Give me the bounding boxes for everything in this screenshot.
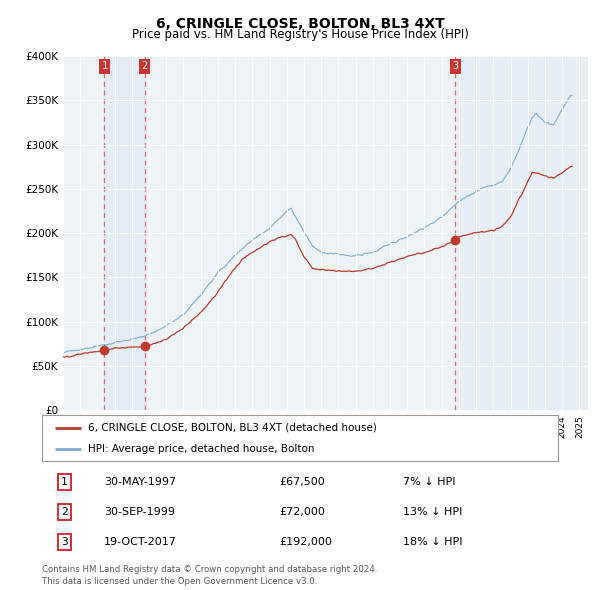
Text: 30-SEP-1999: 30-SEP-1999 (104, 507, 175, 517)
Bar (104, 56, 145, 410)
Text: HPI: Average price, detached house, Bolton: HPI: Average price, detached house, Bolt… (88, 444, 315, 454)
Text: 7% ↓ HPI: 7% ↓ HPI (403, 477, 456, 487)
Text: 30-MAY-1997: 30-MAY-1997 (104, 477, 176, 487)
Text: 13% ↓ HPI: 13% ↓ HPI (403, 507, 463, 517)
Text: 3: 3 (452, 61, 458, 71)
Text: £67,500: £67,500 (280, 477, 325, 487)
Bar (455, 56, 588, 410)
Text: 2: 2 (142, 61, 148, 71)
Text: 19-OCT-2017: 19-OCT-2017 (104, 537, 177, 547)
Text: Contains HM Land Registry data © Crown copyright and database right 2024.: Contains HM Land Registry data © Crown c… (42, 565, 377, 574)
Text: 6, CRINGLE CLOSE, BOLTON, BL3 4XT (detached house): 6, CRINGLE CLOSE, BOLTON, BL3 4XT (detac… (88, 423, 377, 433)
Text: 18% ↓ HPI: 18% ↓ HPI (403, 537, 463, 547)
Text: 1: 1 (61, 477, 68, 487)
Text: Price paid vs. HM Land Registry's House Price Index (HPI): Price paid vs. HM Land Registry's House … (131, 28, 469, 41)
Text: 6, CRINGLE CLOSE, BOLTON, BL3 4XT: 6, CRINGLE CLOSE, BOLTON, BL3 4XT (155, 17, 445, 31)
Text: 2: 2 (61, 507, 68, 517)
Text: This data is licensed under the Open Government Licence v3.0.: This data is licensed under the Open Gov… (42, 577, 317, 586)
Text: £192,000: £192,000 (280, 537, 332, 547)
Text: £72,000: £72,000 (280, 507, 325, 517)
Text: 3: 3 (61, 537, 68, 547)
Text: 1: 1 (101, 61, 107, 71)
